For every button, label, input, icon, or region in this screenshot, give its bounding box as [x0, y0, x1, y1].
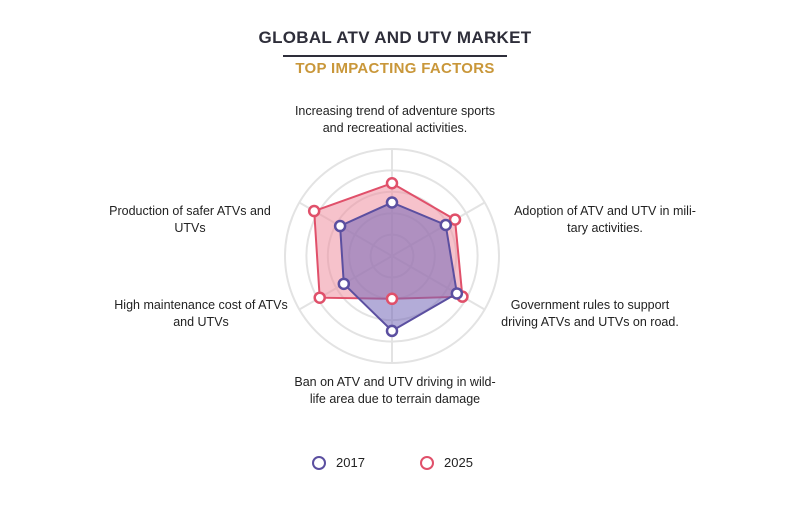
legend-marker-2025 [420, 455, 434, 470]
factor-label-maintenance-cost: High maintenance cost of ATVs and UTVs [114, 298, 288, 329]
factor-label-safer-production: Production of safer ATVs and UTVs [109, 204, 271, 235]
factor-label-military-adoption: Adoption of ATV and UTV in mili-tary act… [514, 204, 696, 235]
radar-series-areas [313, 182, 464, 333]
title-divider [283, 55, 507, 57]
data-point-2025-4 [313, 291, 326, 304]
radar-series-points [307, 176, 469, 338]
data-point-2025-1 [448, 213, 462, 226]
factor-label-wildlife-ban: Ban on ATV and UTV driving in wild-life … [294, 375, 496, 406]
chart-legend: 2017 2025 [0, 455, 790, 475]
data-point-2025-3 [385, 292, 399, 306]
data-point-2025-0 [385, 176, 399, 190]
chart-title: GLOBAL ATV AND UTV MARKET [258, 28, 532, 47]
data-point-2017-4 [337, 277, 351, 291]
factor-label-government-rules: Government rules to support driving ATVs … [501, 298, 679, 329]
series-area-2017 [339, 201, 458, 333]
data-point-2017-5 [333, 219, 347, 233]
legend-label-2017: 2017 [336, 455, 365, 470]
chart-subtitle: TOP IMPACTING FACTORS [295, 60, 495, 77]
legend-item-2017[interactable]: 2017 [312, 455, 365, 470]
data-point-2025-5 [307, 204, 321, 218]
legend-marker-2017 [312, 455, 326, 470]
data-point-2017-3 [385, 324, 399, 338]
factor-label-adventure-sports: Increasing trend of adventure sports and … [294, 104, 496, 135]
data-point-2017-2 [450, 287, 464, 300]
legend-label-2025: 2025 [444, 455, 473, 470]
data-point-2017-1 [439, 218, 452, 232]
data-point-2017-0 [385, 196, 399, 209]
legend-item-2025[interactable]: 2025 [420, 455, 473, 470]
